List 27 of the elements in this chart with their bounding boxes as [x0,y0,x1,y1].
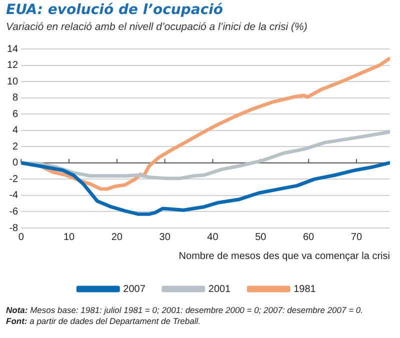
y-tick-label: 12 [7,60,19,72]
y-tick-label: 2 [12,141,19,152]
y-tick-label: -6 [9,206,19,218]
text: Font: a partir de dades del Departament de Treball. [6,316,202,327]
y-tick-label: 6 [12,108,19,120]
x-tick-label: 20 [111,232,123,243]
x-tick-label: 30 [159,232,171,243]
y-tick-label: 10 [7,76,19,88]
y-tick-label: 8 [12,92,19,104]
chart-title: EUA: evolució de l’ocupació [6,2,224,18]
x-tick-label: 60 [302,232,315,243]
x-tick-label: 40 [207,232,219,243]
chart-subtitle: Variació en relació amb el nivell d’ocupació a l’inici de la crisi (%) [6,21,308,33]
text: Nota: Mesos base: 1981: juliol 1981 = 0; 2001: desembre 2000 = 0; 2007: desembre 2007 = 0. [6,305,364,316]
y-tick-label: -2 [9,174,19,185]
legend-label: 1981 [294,284,316,295]
y-tick-label: 4 [12,125,19,136]
y-tick-label: -4 [9,190,19,202]
legend-label: 2001 [208,284,232,295]
x-tick-label: 10 [63,232,76,243]
x-axis-title: Nombre de mesos des que va començar la crisi [178,250,390,262]
y-tick-label: -8 [9,222,19,234]
x-tick-label: 50 [255,232,267,243]
y-tick-label: 14 [7,44,19,55]
y-tick-label: 0 [12,158,19,169]
x-tick-label: 70 [350,232,362,243]
legend-label: 2007 [123,284,146,295]
